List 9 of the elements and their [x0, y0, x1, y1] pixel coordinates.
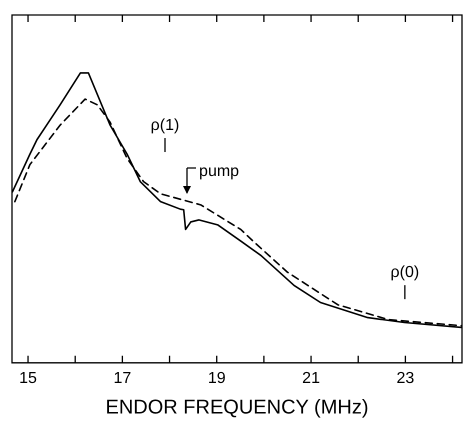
- x-tick-label: 21: [302, 370, 320, 387]
- x-tick-label: 19: [208, 370, 226, 387]
- annotation: pump: [199, 163, 240, 180]
- annotation: ρ(1): [150, 117, 180, 134]
- x-tick-label: 17: [113, 370, 132, 387]
- x-tick-label: 23: [396, 370, 414, 387]
- x-tick-label: 15: [19, 370, 38, 387]
- x-axis-title: ENDOR FREQUENCY (MHz): [106, 396, 368, 419]
- annotation: ρ(0): [390, 264, 420, 282]
